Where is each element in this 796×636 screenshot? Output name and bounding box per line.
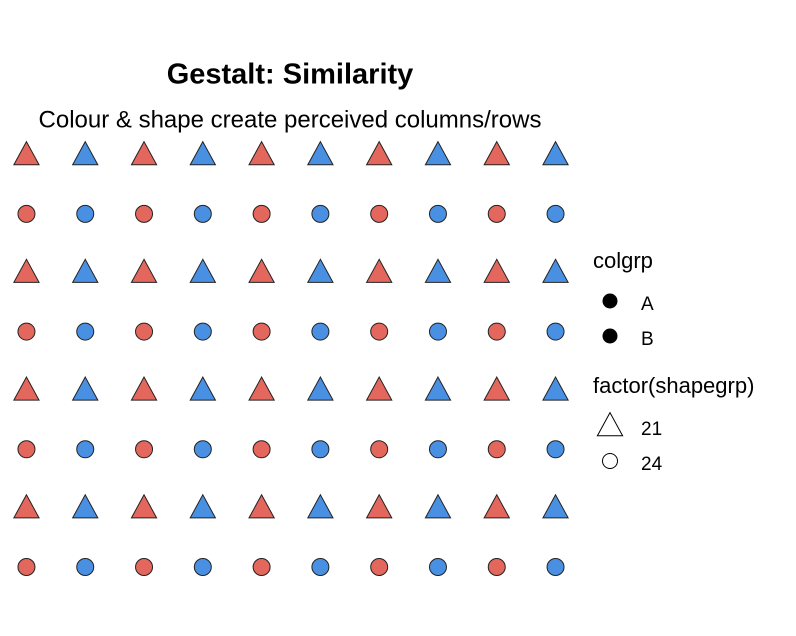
point — [428, 204, 447, 223]
point — [193, 440, 212, 459]
point — [13, 375, 40, 401]
point — [487, 558, 506, 576]
point — [17, 322, 36, 341]
legend-label: B — [641, 329, 654, 350]
point — [135, 558, 154, 576]
point — [71, 493, 99, 519]
point — [76, 322, 95, 341]
point — [193, 204, 212, 223]
point — [546, 558, 565, 576]
point — [487, 322, 506, 341]
legend-label: 24 — [641, 454, 663, 475]
point — [306, 140, 334, 166]
point — [130, 375, 158, 401]
point — [17, 204, 36, 223]
point — [311, 204, 330, 223]
point — [130, 493, 158, 519]
legend-label: A — [641, 294, 654, 315]
point — [76, 204, 95, 223]
point — [189, 375, 217, 401]
point — [483, 258, 511, 283]
point — [546, 204, 565, 223]
point — [252, 204, 271, 223]
point — [189, 258, 217, 283]
point — [13, 140, 40, 166]
point — [483, 493, 511, 519]
point — [306, 493, 334, 519]
legend-key — [596, 411, 624, 437]
point — [311, 322, 330, 341]
point — [546, 322, 565, 341]
point — [311, 440, 330, 459]
point — [76, 440, 95, 459]
point — [17, 558, 36, 576]
point — [248, 258, 276, 283]
point — [542, 140, 569, 166]
point — [428, 440, 447, 459]
point — [487, 440, 506, 459]
point — [306, 258, 334, 283]
point — [365, 493, 393, 519]
point — [424, 493, 452, 519]
point — [483, 375, 511, 401]
legend-key — [602, 453, 618, 469]
point — [135, 440, 154, 459]
point — [76, 558, 95, 576]
point — [13, 258, 40, 283]
point — [71, 258, 99, 283]
legend-title: factor(shapegrp) — [593, 373, 754, 398]
point — [135, 322, 154, 341]
point — [71, 140, 99, 166]
point — [370, 204, 389, 223]
point — [428, 322, 447, 341]
point — [306, 375, 334, 401]
point — [370, 322, 389, 341]
point — [542, 375, 569, 401]
point — [130, 140, 158, 166]
point — [252, 440, 271, 459]
point — [193, 558, 212, 576]
point — [542, 493, 569, 519]
point — [487, 204, 506, 223]
point — [428, 558, 447, 576]
point — [248, 140, 276, 166]
point — [71, 375, 99, 401]
chart-subtitle: Colour & shape create perceived columns/… — [39, 106, 542, 133]
point — [248, 375, 276, 401]
point — [424, 140, 452, 166]
point — [252, 558, 271, 576]
point — [542, 258, 569, 283]
point — [365, 140, 393, 166]
point — [424, 375, 452, 401]
point — [193, 322, 212, 341]
point — [248, 493, 276, 519]
point — [370, 558, 389, 576]
legend-key — [602, 293, 618, 309]
point — [135, 204, 154, 223]
point — [130, 258, 158, 283]
legend-key — [602, 328, 618, 344]
legend-label: 21 — [641, 419, 662, 440]
point — [189, 140, 217, 166]
point — [17, 440, 36, 459]
point — [311, 558, 330, 576]
point — [252, 322, 271, 341]
point — [483, 140, 511, 166]
point — [365, 375, 393, 401]
point — [370, 440, 389, 459]
point — [189, 493, 217, 519]
point — [424, 258, 452, 283]
point — [13, 493, 40, 519]
point — [546, 440, 565, 459]
legend-title: colgrp — [593, 248, 653, 273]
chart-title: Gestalt: Similarity — [167, 59, 414, 91]
point — [365, 258, 393, 283]
